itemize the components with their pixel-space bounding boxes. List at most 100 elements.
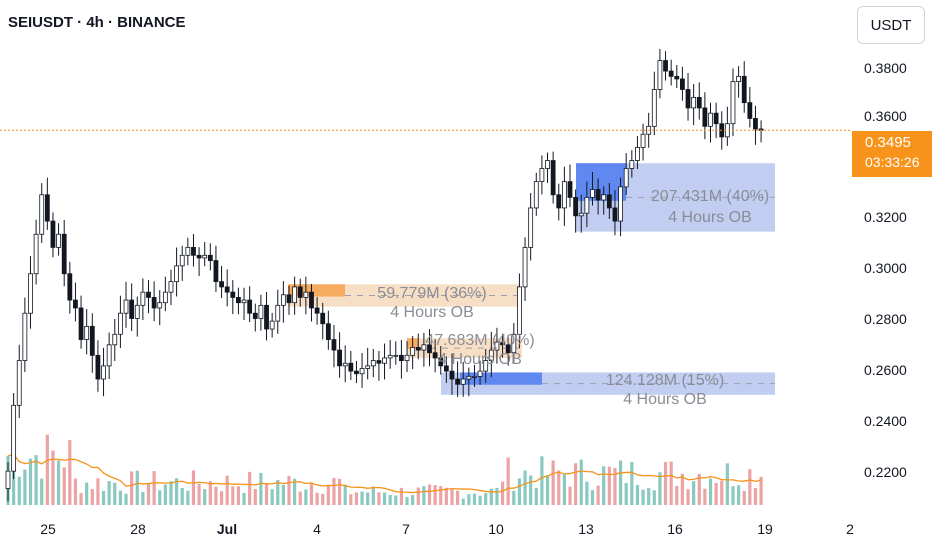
- price-axis[interactable]: [850, 0, 932, 508]
- candle-body: [44, 194, 50, 222]
- volume-bar: [534, 487, 538, 505]
- candle-body: [550, 160, 556, 196]
- price-chart[interactable]: [0, 0, 850, 508]
- volume-bar: [523, 470, 527, 505]
- volume-bar: [343, 484, 347, 505]
- volume-bar: [146, 483, 151, 505]
- volume-bar: [96, 478, 100, 505]
- candle-body: [89, 325, 95, 356]
- candle-body: [252, 312, 258, 319]
- time-axis[interactable]: [0, 508, 850, 550]
- candle-body: [685, 89, 691, 109]
- volume-bar: [270, 489, 274, 505]
- candle-body: [16, 360, 22, 406]
- current-price-value: 0.3495: [865, 134, 911, 151]
- candle-body: [365, 365, 371, 369]
- volume-bar: [219, 491, 224, 505]
- candle-body: [573, 197, 579, 217]
- volume-bar: [90, 489, 94, 505]
- candle-body: [134, 304, 140, 319]
- volume-bar: [399, 487, 403, 505]
- volume-bar: [641, 489, 645, 505]
- volume-bar: [635, 485, 640, 505]
- volume-bar: [130, 471, 134, 505]
- volume-bar: [141, 491, 145, 505]
- candle-body: [455, 378, 461, 385]
- volume-bar: [411, 494, 415, 505]
- candle-body: [449, 370, 455, 380]
- time-tick: 2: [846, 521, 854, 537]
- volume-bar: [697, 473, 701, 505]
- candles: [5, 48, 764, 502]
- candle-body: [342, 362, 348, 367]
- volume-bar: [203, 489, 207, 505]
- candle-body: [129, 299, 135, 319]
- candle-body: [191, 247, 196, 256]
- volume-bar: [517, 478, 522, 505]
- candle-body: [415, 347, 421, 351]
- volume-bar: [714, 482, 718, 505]
- candle-body: [601, 194, 607, 201]
- candle-body: [280, 294, 286, 306]
- candle-body: [157, 302, 163, 309]
- volume-bars: [6, 434, 763, 505]
- candle-body: [320, 312, 326, 325]
- time-tick: 25: [40, 521, 56, 537]
- candle-body: [33, 233, 39, 275]
- volume-bar: [293, 478, 297, 505]
- volume-bar: [686, 489, 690, 505]
- volume-bar: [416, 487, 420, 505]
- time-tick: 13: [578, 521, 594, 537]
- volume-bar: [484, 493, 488, 505]
- currency-button[interactable]: USDT: [857, 6, 925, 44]
- candle-body: [561, 181, 567, 209]
- volume-bar: [596, 485, 600, 505]
- candle-body: [61, 233, 67, 275]
- volume-bar: [197, 483, 201, 505]
- candle-body: [151, 297, 157, 309]
- volume-bar: [326, 484, 330, 505]
- order-block-sublabel: 4 Hours OB: [668, 209, 752, 226]
- candle-body: [556, 194, 562, 209]
- candle-body: [5, 470, 11, 489]
- candle-body: [713, 112, 719, 125]
- candle-body: [174, 265, 180, 283]
- volume-bar: [585, 481, 589, 505]
- volume-bar: [647, 488, 651, 505]
- volume-bar: [652, 490, 656, 505]
- candle-body: [668, 70, 674, 77]
- volume-bar: [242, 493, 246, 505]
- volume-bar: [658, 472, 662, 505]
- volume-bar: [68, 440, 72, 505]
- candle-body: [264, 304, 269, 330]
- candle-body: [78, 307, 84, 340]
- volume-bar: [236, 486, 241, 505]
- volume-bar: [40, 478, 44, 505]
- candle-body: [618, 186, 623, 222]
- candle-body: [387, 354, 393, 359]
- volume-bar: [169, 481, 173, 505]
- candle-body: [297, 286, 303, 298]
- volume-bar: [506, 457, 510, 505]
- volume-bar: [630, 461, 634, 505]
- volume-bar: [422, 486, 426, 505]
- time-tick: 7: [402, 521, 410, 537]
- current-price-badge: 0.3495 03:33:26: [852, 131, 932, 177]
- volume-bar: [720, 480, 724, 505]
- volume-bar: [753, 487, 758, 505]
- volume-bar: [304, 489, 308, 505]
- candle-body: [511, 333, 517, 354]
- time-tick: 16: [667, 521, 683, 537]
- candle-body: [309, 291, 314, 309]
- candle-body: [691, 96, 697, 109]
- volume-bar: [590, 490, 595, 505]
- volume-bar: [208, 481, 212, 505]
- price-tick: 0.2200: [864, 464, 907, 480]
- volume-bar: [574, 463, 578, 505]
- volume-bar: [354, 492, 359, 505]
- candle-body: [207, 254, 213, 261]
- volume-bar: [478, 495, 482, 505]
- price-tick: 0.2600: [864, 362, 907, 378]
- candle-body: [590, 189, 595, 198]
- order-block-sublabel: 4 Hours OB: [623, 391, 707, 408]
